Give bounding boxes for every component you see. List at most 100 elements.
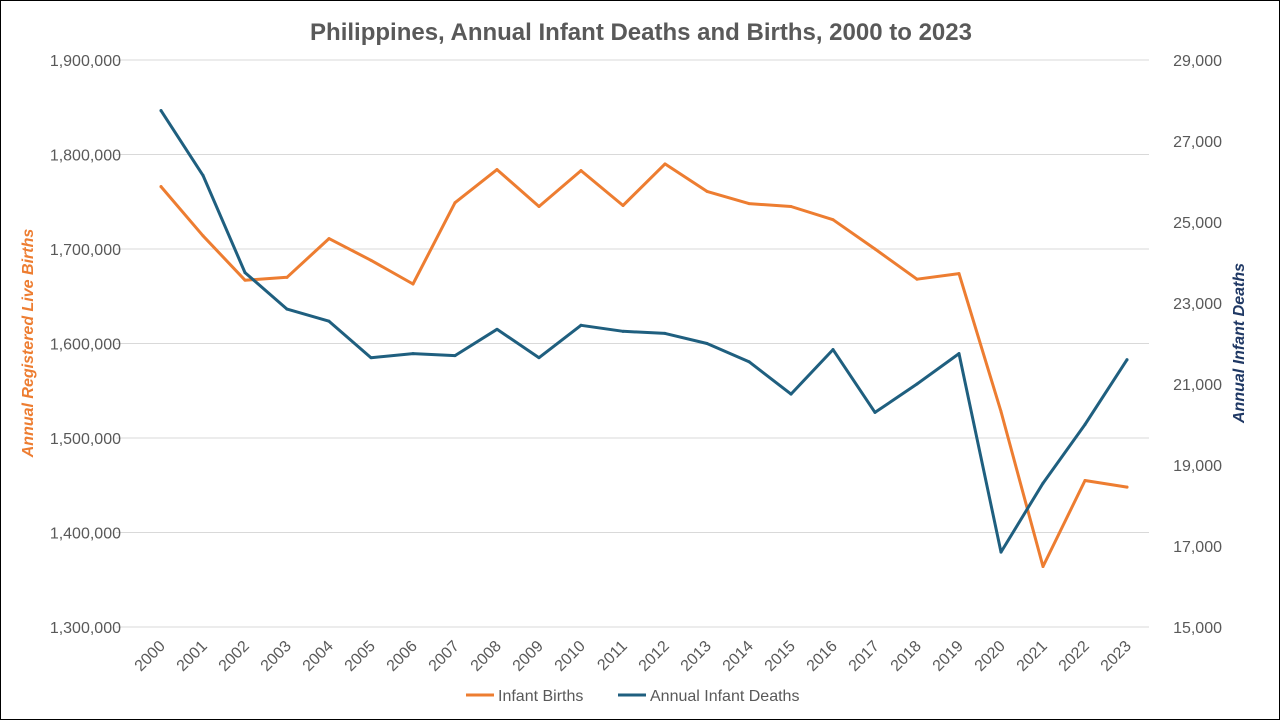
data-point-annual-infant-deaths: [621, 329, 625, 333]
data-point-infant-births: [579, 169, 583, 173]
x-tick-label: 2013: [678, 638, 715, 675]
x-tick-label: 2011: [594, 638, 630, 674]
right-tick-label: 21,000: [1173, 377, 1222, 394]
data-point-annual-infant-deaths: [663, 331, 667, 335]
data-point-infant-births: [915, 277, 919, 281]
data-point-annual-infant-deaths: [957, 352, 961, 356]
data-point-infant-births: [1125, 485, 1129, 489]
data-point-annual-infant-deaths: [243, 271, 247, 275]
data-point-infant-births: [705, 189, 709, 193]
x-tick-label: 2004: [300, 638, 337, 675]
x-tick-label: 2017: [846, 638, 883, 675]
data-point-annual-infant-deaths: [159, 109, 163, 113]
legend: Infant Births Annual Infant Deaths: [466, 688, 799, 705]
data-point-infant-births: [873, 247, 877, 251]
data-point-annual-infant-deaths: [747, 360, 751, 364]
data-point-annual-infant-deaths: [1125, 358, 1129, 362]
series-lines: [159, 109, 1129, 569]
data-point-infant-births: [243, 278, 247, 282]
data-point-annual-infant-deaths: [369, 356, 373, 360]
x-tick-label: 2001: [174, 638, 211, 675]
x-tick-label: 2018: [888, 638, 925, 675]
data-point-annual-infant-deaths: [327, 319, 331, 323]
data-point-infant-births: [663, 162, 667, 166]
chart-title: Philippines, Annual Infant Deaths and Bi…: [310, 19, 972, 46]
left-tick-label: 1,900,000: [50, 53, 121, 70]
data-point-annual-infant-deaths: [411, 352, 415, 356]
right-axis-title: Annual Infant Deaths: [1231, 263, 1248, 424]
data-point-annual-infant-deaths: [999, 550, 1003, 554]
legend-label-annual-infant-deaths: Annual Infant Deaths: [650, 688, 799, 705]
data-point-infant-births: [1041, 565, 1045, 569]
left-tick-label: 1,800,000: [50, 148, 121, 165]
x-tick-label: 2007: [426, 638, 463, 675]
data-point-annual-infant-deaths: [285, 307, 289, 311]
x-tick-label: 2008: [468, 638, 505, 675]
data-point-infant-births: [537, 204, 541, 208]
left-tick-label: 1,300,000: [50, 620, 121, 637]
data-point-annual-infant-deaths: [831, 348, 835, 352]
x-axis-ticks: 2000 2001 2002 2003 2004 2005 2006 2007 2008 2009…: [132, 638, 1135, 675]
data-point-annual-infant-deaths: [789, 392, 793, 396]
data-point-infant-births: [159, 185, 163, 189]
data-point-annual-infant-deaths: [1041, 481, 1045, 485]
data-point-annual-infant-deaths: [579, 323, 583, 327]
data-point-infant-births: [453, 201, 457, 205]
x-tick-label: 2015: [762, 638, 799, 675]
left-axis-ticks: 1,300,000 1,400,000 1,500,000 1,600,000 1,70…: [50, 53, 121, 637]
left-axis-title: Annual Registered Live Births: [20, 229, 37, 459]
x-tick-label: 2002: [216, 638, 253, 675]
data-point-infant-births: [789, 204, 793, 208]
data-point-infant-births: [411, 282, 415, 286]
right-tick-label: 17,000: [1173, 539, 1222, 556]
right-axis-ticks: 15,000 17,000 19,000 21,000 23,000 25,000 27,0…: [1173, 53, 1222, 637]
x-tick-label: 2016: [804, 638, 841, 675]
data-point-infant-births: [369, 258, 373, 262]
data-point-infant-births: [957, 272, 961, 276]
data-point-infant-births: [999, 410, 1003, 414]
x-tick-label: 2000: [132, 638, 169, 675]
left-tick-label: 1,700,000: [50, 242, 121, 259]
right-tick-label: 29,000: [1173, 53, 1222, 70]
right-tick-label: 19,000: [1173, 458, 1222, 475]
data-point-infant-births: [201, 234, 205, 238]
data-point-annual-infant-deaths: [873, 410, 877, 414]
data-point-infant-births: [285, 275, 289, 279]
x-tick-label: 2009: [510, 638, 547, 675]
x-tick-label: 2021: [1014, 638, 1051, 675]
right-tick-label: 25,000: [1173, 215, 1222, 232]
x-tick-label: 2014: [720, 638, 757, 675]
right-tick-label: 23,000: [1173, 296, 1222, 313]
left-tick-label: 1,500,000: [50, 431, 121, 448]
data-point-infant-births: [1083, 479, 1087, 483]
data-point-infant-births: [327, 237, 331, 241]
data-point-infant-births: [495, 168, 499, 172]
data-point-annual-infant-deaths: [495, 327, 499, 331]
data-point-infant-births: [831, 218, 835, 222]
x-tick-label: 2022: [1056, 638, 1093, 675]
x-tick-label: 2020: [972, 638, 1009, 675]
series-line-annual-infant-deaths: [159, 109, 1129, 554]
x-tick-label: 2010: [552, 638, 589, 675]
series-line-infant-births: [159, 162, 1129, 568]
right-tick-label: 27,000: [1173, 134, 1222, 151]
gridlines: [116, 59, 1149, 628]
legend-label-infant-births: Infant Births: [498, 688, 583, 705]
data-point-annual-infant-deaths: [1083, 423, 1087, 426]
data-point-annual-infant-deaths: [537, 356, 541, 360]
right-tick-label: 15,000: [1173, 620, 1222, 637]
data-point-annual-infant-deaths: [201, 173, 205, 177]
data-point-annual-infant-deaths: [705, 342, 709, 345]
x-tick-label: 2005: [342, 638, 379, 675]
data-point-annual-infant-deaths: [453, 354, 457, 358]
x-tick-label: 2019: [930, 638, 967, 675]
data-point-infant-births: [747, 202, 751, 206]
x-tick-label: 2012: [636, 638, 673, 675]
data-point-infant-births: [621, 204, 625, 208]
x-tick-label: 2003: [258, 638, 295, 675]
data-point-annual-infant-deaths: [915, 382, 919, 386]
x-tick-label: 2023: [1098, 638, 1135, 675]
x-tick-label: 2006: [384, 638, 421, 675]
